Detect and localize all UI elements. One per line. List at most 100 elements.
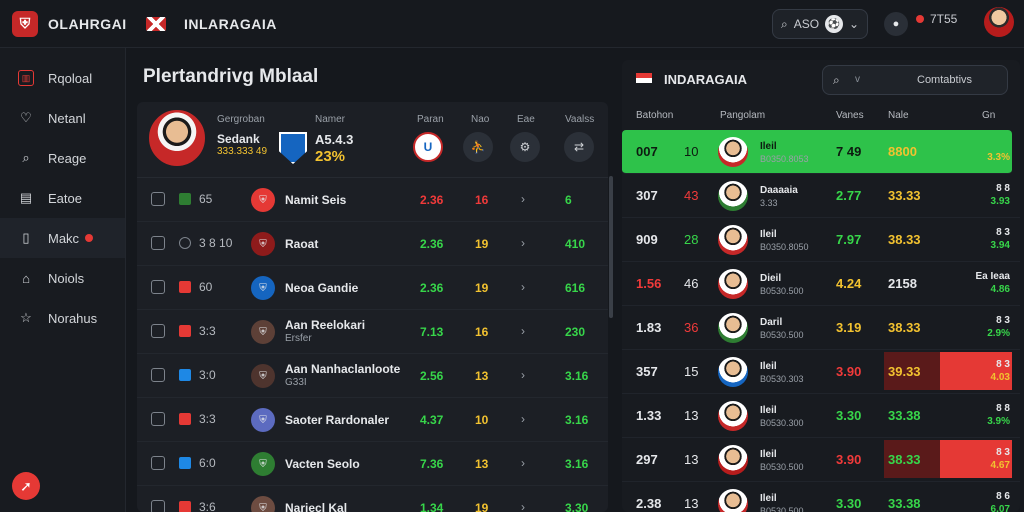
table-row[interactable]: 65 ⛨ Namit Seis 2.36 16 › 6 (137, 178, 608, 222)
row-checkbox[interactable] (151, 280, 165, 294)
odds-value[interactable]: 19 (475, 237, 489, 251)
expand-fab-button[interactable]: ➚ (12, 472, 40, 500)
odds-value[interactable]: 410 (565, 237, 586, 251)
standings-row[interactable]: 909 28 Ileil B0350.8050 7.97 38.33 8 3 3.94 (622, 218, 1020, 262)
odds-value[interactable]: 4.37 (420, 413, 444, 427)
trend-cell: 8 8 3.9% (952, 402, 1010, 428)
odds-value[interactable]: 2.36 (420, 281, 444, 295)
odds-value[interactable]: 13 (475, 369, 489, 383)
notification-indicator[interactable]: 7T55 (916, 12, 957, 26)
odds-value[interactable]: 3.16 (565, 413, 589, 427)
match-name-text: Aan Nanhaclanloote (285, 362, 401, 376)
bell-icon[interactable]: ● (884, 12, 908, 36)
table-row[interactable]: 3:3 ⛨ Saoter Rardonaler 4.37 10 › 3.16 (137, 398, 608, 442)
rank-value: 28 (684, 232, 699, 247)
chevron-right-icon[interactable]: › (521, 368, 525, 382)
standings-row[interactable]: 2.38 13 Ileil B0530.500 3.30 33.38 8 6 6.07 (622, 482, 1020, 512)
value-a: 7.97 (836, 232, 862, 247)
table-row[interactable]: 3:0 ⛨ Aan Nanhaclanloote G33I 2.56 13 › 3.16 (137, 354, 608, 398)
odds-value[interactable]: 616 (565, 281, 586, 295)
chevron-right-icon[interactable]: › (521, 456, 525, 470)
sidebar-item-rqoloal[interactable]: ▥ Rqoloal (0, 58, 125, 98)
standings-search[interactable]: ⌕ v Comtabtivs (822, 65, 1008, 95)
standings-row[interactable]: 1.83 36 Daril B0530.500 3.19 38.33 8 3 2.9% (622, 306, 1020, 350)
featured-match[interactable]: Gergroban Namer Sedank 333.333 49 A5.4.3… (137, 102, 608, 178)
team-crest-icon: ⛨ (251, 232, 275, 256)
row-checkbox[interactable] (151, 324, 165, 338)
user-avatar[interactable] (984, 7, 1014, 37)
standings-row[interactable]: 007 10 Ileil B0350.8053 7 49 8800 3.3% (622, 130, 1012, 174)
odds-value[interactable]: 2.56 (420, 369, 444, 383)
match-subtitle: G33I (285, 377, 307, 388)
scrollbar[interactable] (609, 176, 613, 318)
odds-value[interactable]: 2.36 (420, 237, 444, 251)
standings-row[interactable]: 297 13 Ileil B0530.500 3.90 38.33 8 3 4.67 (622, 438, 1020, 482)
sidebar-item-makc[interactable]: ▯ Makc (0, 218, 125, 258)
soccer-ball-icon[interactable]: ⚽ (825, 15, 843, 33)
odds-value[interactable]: 16 (475, 325, 489, 339)
tactics-icon[interactable]: ⛹ (463, 132, 493, 162)
odds-value[interactable]: 3.16 (565, 457, 589, 471)
chevron-down-icon[interactable]: ⌄ (848, 17, 859, 31)
odds-value[interactable]: 19 (475, 281, 489, 295)
table-row[interactable]: 3 8 10 ⛨ Raoat 2.36 19 › 410 (137, 222, 608, 266)
row-checkbox[interactable] (151, 412, 165, 426)
row-checkbox[interactable] (151, 192, 165, 206)
table-row[interactable]: 6:0 ⛨ Vacten Seolo 7.36 13 › 3.16 (137, 442, 608, 486)
chevron-right-icon[interactable]: › (521, 192, 525, 206)
chevron-right-icon[interactable]: › (521, 280, 525, 294)
table-row[interactable]: 3:6 ⛨ Nariecl Kal 1.34 19 › 3.30 (137, 486, 608, 512)
odds-value[interactable]: 10 (475, 413, 489, 427)
trend-cell: 8 8 3.93 (952, 182, 1010, 208)
standings-row[interactable]: 307 43 Daaaaia 3.33 2.77 33.33 8 8 3.93 (622, 174, 1020, 218)
match-code: 3:3 (199, 324, 216, 338)
sidebar-item-norahus[interactable]: ☆ Norahus (0, 298, 125, 338)
standings-row[interactable]: 1.33 13 Ileil B0530.300 3.30 33.38 8 8 3.9% (622, 394, 1020, 438)
row-checkbox[interactable] (151, 456, 165, 470)
odds-value[interactable]: 7.13 (420, 325, 444, 339)
odds-value[interactable]: 1.34 (420, 501, 444, 512)
stats-icon[interactable]: ⚙ (510, 132, 540, 162)
column-header: Vanes (836, 110, 864, 121)
sidebar-item-noiols[interactable]: ⌂ Noiols (0, 258, 125, 298)
match-name: Raoat (285, 237, 407, 251)
odds-value[interactable]: 19 (475, 501, 489, 512)
chevron-right-icon[interactable]: › (521, 324, 525, 338)
chevron-right-icon[interactable]: › (521, 500, 525, 512)
odds-value[interactable]: 3.16 (565, 369, 589, 383)
player-subtitle: 3.33 (760, 198, 778, 208)
odds-value[interactable]: 7.36 (420, 457, 444, 471)
table-row[interactable]: 60 ⛨ Neoa Gandie 2.36 19 › 616 (137, 266, 608, 310)
top-search[interactable]: ⌕ ASO ⚽ ⌄ (772, 9, 868, 39)
trend-label: 8 6 (996, 491, 1010, 502)
chevron-right-icon[interactable]: › (521, 412, 525, 426)
sidebar-item-netanl[interactable]: ♡ Netanl (0, 98, 125, 138)
brand[interactable]: ⛨ OLAHRGAI (0, 10, 128, 37)
team-badge-icon[interactable]: U (413, 132, 443, 162)
row-checkbox[interactable] (151, 500, 165, 512)
odds-value[interactable]: 3.30 (565, 501, 589, 512)
row-highlight (884, 352, 940, 390)
player-avatar (718, 489, 748, 512)
table-row[interactable]: 3:3 ⛨ Aan Reelokari Ersfer 7.13 16 › 230 (137, 310, 608, 354)
odds-value[interactable]: 16 (475, 193, 489, 207)
standings-row[interactable]: 357 15 Ileil B0530.303 3.90 39.33 8 3 4.03 (622, 350, 1020, 394)
compare-icon[interactable]: ⇄ (564, 132, 594, 162)
filter-chevron[interactable]: v (855, 74, 860, 85)
standings-row[interactable]: 1.56 46 Dieil B0530.500 4.24 2158 Ea Ieaa 4.86 (622, 262, 1020, 306)
player-avatar (718, 269, 748, 299)
odds-value[interactable]: 2.36 (420, 193, 444, 207)
player-avatar (718, 445, 748, 475)
match-rows: 65 ⛨ Namit Seis 2.36 16 › 6 3 8 10 ⛨ Raoat 2.36 19 ›… (137, 178, 608, 512)
match-name-text: Aan Reelokari (285, 318, 366, 332)
odds-value[interactable]: 230 (565, 325, 586, 339)
odds-value[interactable]: 13 (475, 457, 489, 471)
sidebar-item-reage[interactable]: ⌕ Reage (0, 138, 125, 178)
chevron-right-icon[interactable]: › (521, 236, 525, 250)
row-checkbox[interactable] (151, 236, 165, 250)
sidebar-item-label: Reage (48, 150, 87, 166)
featured-percent: 23% (315, 148, 346, 165)
row-checkbox[interactable] (151, 368, 165, 382)
odds-value[interactable]: 6 (565, 193, 572, 207)
sidebar-item-eatoe[interactable]: ▤ Eatoe (0, 178, 125, 218)
